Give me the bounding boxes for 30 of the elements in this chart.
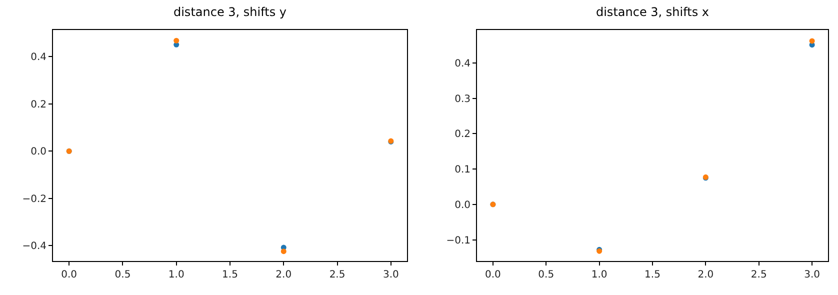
y-tick-label: 0.3 [454,94,470,105]
chart-title: distance 3, shifts y [173,5,287,20]
x-tick-label: 1.5 [222,270,238,280]
x-tick-label: 3.0 [804,270,820,280]
x-tick-label: 2.0 [698,270,714,280]
point [280,248,286,254]
x-tick-label: 2.0 [276,270,292,280]
x-tick-label: 0.5 [114,270,131,280]
x-tick-label: 1.0 [591,270,608,280]
y-tick-label: −0.2 [22,194,46,205]
x-tick-label: 0.0 [484,270,501,280]
y-tick-label: 0.0 [454,200,470,211]
y-tick-label: 0.4 [454,58,470,70]
x-tick-label: 2.5 [750,270,767,280]
x-tick-label: 1.5 [644,270,660,280]
y-tick-label: 0.2 [454,129,470,140]
y-tick-label: 0.2 [30,99,46,110]
x-tick-label: 0.0 [61,270,78,280]
x-tick-label: 0.5 [538,270,554,280]
x-tick-label: 3.0 [382,270,399,280]
chart-title: distance 3, shifts x [596,5,710,20]
x-tick-label: 1.0 [168,270,184,280]
y-tick-label: −0.4 [22,241,46,252]
y-tick-label: 0.4 [30,52,46,64]
x-tick-label: 2.5 [329,270,346,280]
y-tick-label: 0.0 [30,146,46,158]
y-tick-label: −0.1 [446,235,470,246]
y-tick-label: 0.1 [454,164,470,176]
point [809,38,815,44]
point [174,38,180,44]
